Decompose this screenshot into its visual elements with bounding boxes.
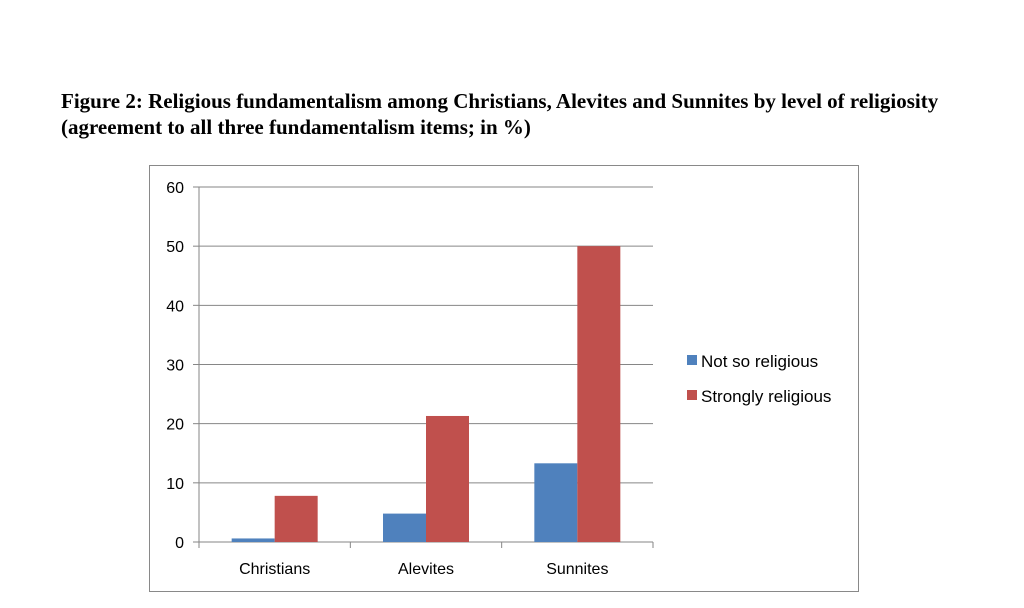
legend-label: Not so religious	[701, 352, 818, 371]
y-tick-label: 60	[166, 180, 184, 197]
legend-swatch	[687, 355, 697, 365]
chart-frame	[149, 165, 859, 592]
y-tick-label: 50	[166, 239, 184, 256]
y-tick-label: 40	[166, 298, 184, 315]
bar	[274, 495, 318, 542]
bar	[534, 463, 578, 542]
x-tick-label: Alevites	[398, 561, 454, 578]
bar	[231, 538, 275, 542]
x-tick-label: Sunnites	[546, 561, 608, 578]
bar	[577, 246, 621, 542]
y-tick-label: 0	[175, 535, 184, 552]
legend-swatch	[687, 390, 697, 400]
y-tick-label: 30	[166, 358, 184, 375]
x-tick-label: Christians	[239, 561, 310, 578]
y-tick-label: 20	[166, 417, 184, 434]
bar	[383, 513, 426, 542]
figure-title: Figure 2: Religious fundamentalism among…	[61, 89, 939, 139]
bar	[426, 415, 469, 542]
legend-label: Strongly religious	[701, 387, 831, 406]
y-tick-label: 10	[166, 476, 184, 493]
